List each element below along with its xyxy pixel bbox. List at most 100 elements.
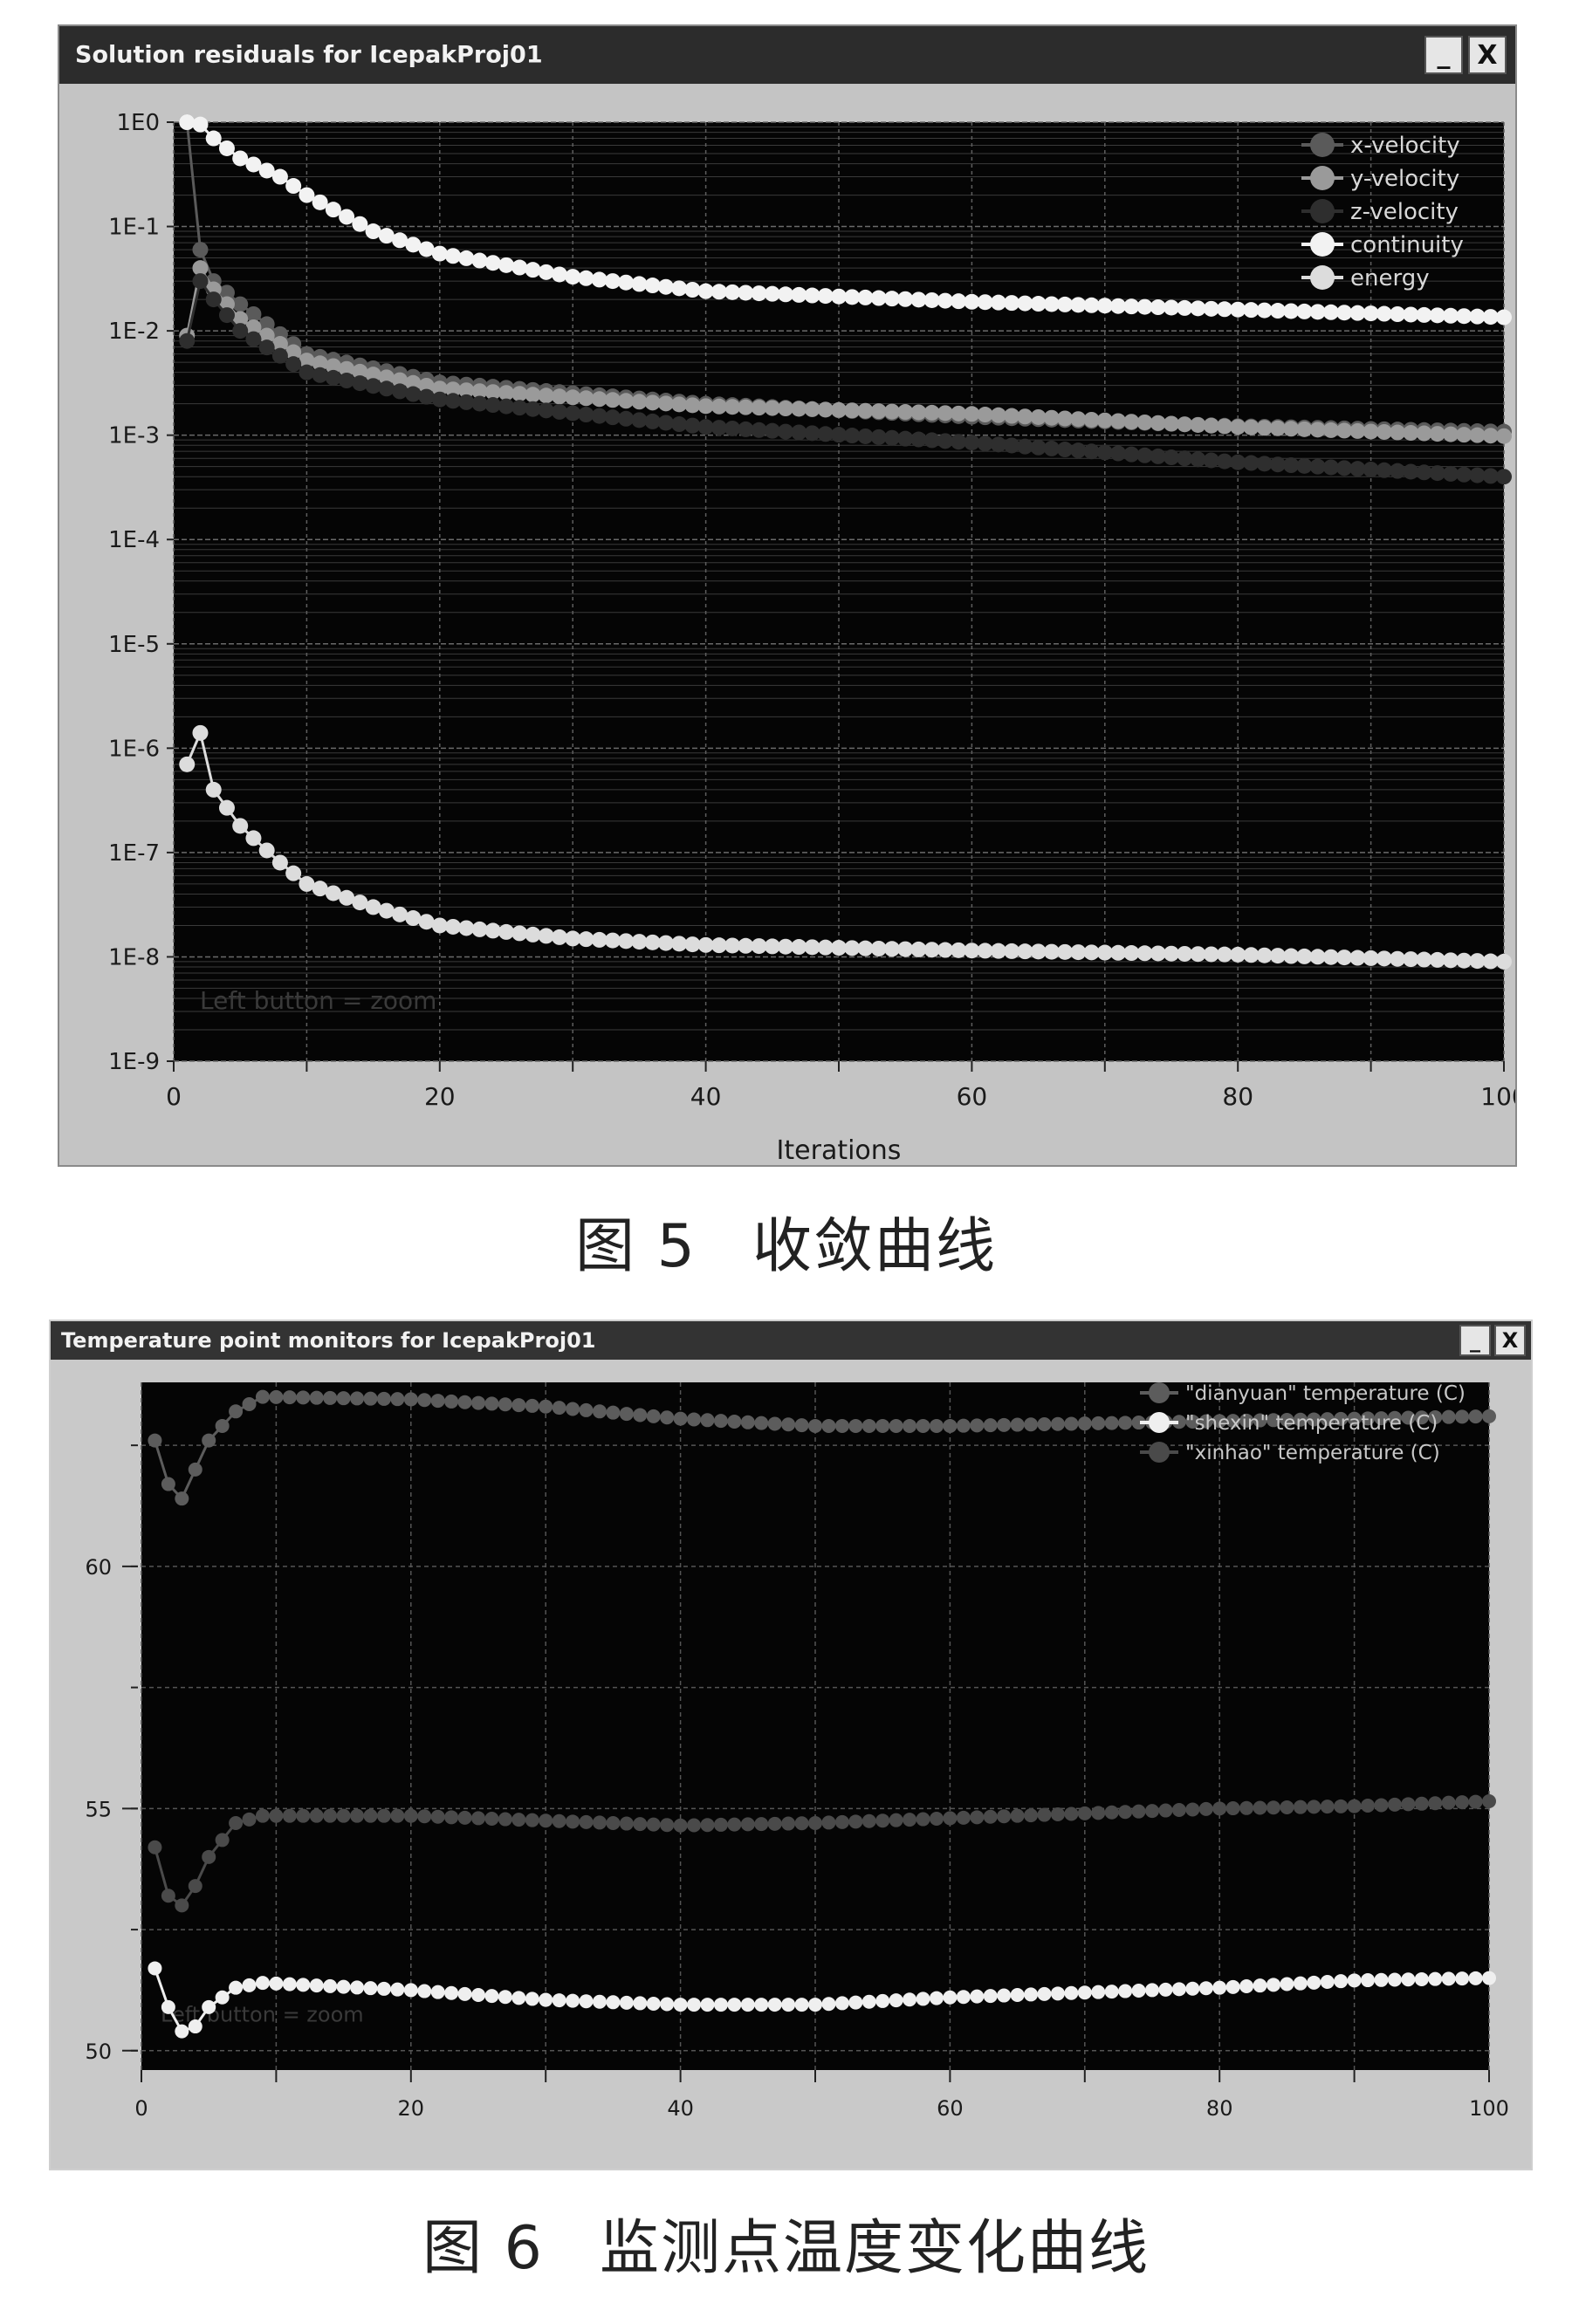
data-point-z-velocity — [1322, 459, 1339, 476]
data-point-continuity — [618, 274, 635, 291]
residuals-window: Solution residuals for IcepakProj01 _ X … — [58, 24, 1517, 1167]
data-point-energy — [870, 940, 887, 956]
data-point-energy — [1043, 943, 1060, 960]
data-point-"shexin" temperature (C) — [903, 1992, 917, 2007]
data-point-continuity — [1322, 304, 1339, 320]
data-point-continuity — [791, 286, 807, 303]
data-point-"xinhao" temperature (C) — [1361, 1799, 1376, 1813]
data-point-"dianyuan" temperature (C) — [1185, 1414, 1200, 1429]
data-point-"dianyuan" temperature (C) — [1077, 1416, 1092, 1431]
close-button[interactable]: X — [1468, 36, 1507, 74]
data-point-"xinhao" temperature (C) — [633, 1817, 648, 1832]
data-point-"dianyuan" temperature (C) — [713, 1414, 728, 1429]
data-point-y-velocity — [1017, 408, 1033, 425]
data-point-energy — [883, 941, 900, 957]
data-point-energy — [1190, 946, 1206, 963]
data-point-"xinhao" temperature (C) — [1158, 1803, 1173, 1818]
data-point-"dianyuan" temperature (C) — [552, 1401, 566, 1416]
data-point-"dianyuan" temperature (C) — [834, 1418, 849, 1433]
data-point-"xinhao" temperature (C) — [1482, 1794, 1496, 1809]
data-point-"shexin" temperature (C) — [1293, 1976, 1308, 1991]
data-point-z-velocity — [1456, 466, 1472, 483]
legend-marker — [1149, 1412, 1170, 1433]
data-point-"xinhao" temperature (C) — [875, 1813, 890, 1828]
data-point-"xinhao" temperature (C) — [1280, 1800, 1294, 1814]
data-point-continuity — [365, 223, 381, 240]
data-point-z-velocity — [458, 394, 475, 410]
data-point-"dianyuan" temperature (C) — [956, 1418, 971, 1433]
data-point-"dianyuan" temperature (C) — [660, 1410, 675, 1425]
data-point-"xinhao" temperature (C) — [619, 1816, 634, 1831]
data-point-energy — [325, 885, 341, 901]
data-point-"xinhao" temperature (C) — [1401, 1797, 1416, 1812]
data-point-y-velocity — [1030, 408, 1047, 425]
data-point-z-velocity — [1403, 463, 1419, 480]
close-button[interactable]: X — [1494, 1325, 1526, 1356]
data-point-z-velocity — [1269, 456, 1286, 473]
data-point-z-velocity — [339, 372, 355, 388]
data-point-"dianyuan" temperature (C) — [1455, 1409, 1470, 1424]
data-point-z-velocity — [1216, 453, 1232, 470]
minimize-button[interactable]: _ — [1424, 36, 1463, 74]
x-tick-label: 60 — [957, 1082, 988, 1111]
data-point-"dianyuan" temperature (C) — [1293, 1412, 1308, 1427]
legend-label-x-velocity: x-velocity — [1350, 133, 1460, 159]
data-point-y-velocity — [1243, 419, 1260, 435]
data-point-energy — [285, 865, 302, 881]
data-point-"xinhao" temperature (C) — [1077, 1806, 1092, 1820]
data-point-"xinhao" temperature (C) — [606, 1815, 621, 1830]
data-point-continuity — [232, 150, 249, 167]
data-point-"xinhao" temperature (C) — [889, 1813, 903, 1827]
data-point-continuity — [405, 237, 422, 253]
data-point-"xinhao" temperature (C) — [1293, 1800, 1308, 1814]
data-point-energy — [312, 881, 328, 897]
data-point-"xinhao" temperature (C) — [525, 1813, 539, 1827]
data-point-"dianyuan" temperature (C) — [255, 1389, 270, 1404]
temperature-titlebar[interactable]: Temperature point monitors for IcepakPro… — [51, 1321, 1531, 1360]
data-point-y-velocity — [1429, 426, 1445, 442]
residuals-chart[interactable]: 1E0 1E-1 1E-2 1E-3 1E-4 1E-5 1E-6 1E-7 1E-8 1E-90… — [59, 84, 1515, 1165]
data-point-y-velocity — [1043, 409, 1060, 426]
data-point-energy — [538, 928, 554, 944]
data-point-y-velocity — [1150, 415, 1166, 431]
data-point-"shexin" temperature (C) — [1010, 1987, 1025, 2002]
minimize-button[interactable]: _ — [1459, 1325, 1491, 1356]
data-point-y-velocity — [1349, 422, 1366, 439]
data-point-energy — [724, 937, 741, 954]
data-point-"xinhao" temperature (C) — [834, 1814, 849, 1829]
data-point-z-velocity — [299, 364, 315, 380]
data-point-"dianyuan" temperature (C) — [161, 1477, 175, 1491]
data-point-"dianyuan" temperature (C) — [1468, 1409, 1483, 1424]
data-point-continuity — [604, 273, 621, 290]
data-point-energy — [1256, 947, 1273, 963]
data-point-"xinhao" temperature (C) — [282, 1808, 297, 1823]
data-point-z-velocity — [258, 339, 275, 356]
data-point-energy — [910, 941, 927, 957]
data-point-continuity — [1403, 306, 1419, 323]
data-point-z-velocity — [657, 415, 674, 431]
data-point-"dianyuan" temperature (C) — [376, 1391, 391, 1406]
data-point-y-velocity — [897, 404, 914, 421]
residuals-titlebar[interactable]: Solution residuals for IcepakProj01 _ X — [59, 26, 1515, 84]
data-point-energy — [977, 943, 993, 959]
data-point-continuity — [764, 285, 780, 302]
data-point-energy — [857, 940, 874, 956]
data-point-energy — [1309, 949, 1326, 965]
data-point-y-velocity — [418, 377, 435, 394]
data-point-"xinhao" temperature (C) — [781, 1816, 796, 1831]
data-point-"xinhao" temperature (C) — [767, 1816, 782, 1831]
data-point-"dianyuan" temperature (C) — [1225, 1414, 1240, 1429]
data-point-z-velocity — [1283, 457, 1300, 474]
data-point-z-velocity — [964, 435, 980, 451]
data-point-z-velocity — [1136, 447, 1153, 463]
data-point-"xinhao" temperature (C) — [202, 1849, 216, 1864]
data-point-"dianyuan" temperature (C) — [821, 1418, 836, 1433]
data-point-"shexin" temperature (C) — [336, 1979, 351, 1994]
data-point-y-velocity — [471, 383, 488, 400]
data-point-"shexin" temperature (C) — [175, 2024, 189, 2039]
data-point-"dianyuan" temperature (C) — [1171, 1415, 1186, 1429]
data-point-energy — [1230, 946, 1246, 963]
data-point-y-velocity — [1456, 427, 1472, 443]
data-point-"xinhao" temperature (C) — [1320, 1800, 1335, 1814]
